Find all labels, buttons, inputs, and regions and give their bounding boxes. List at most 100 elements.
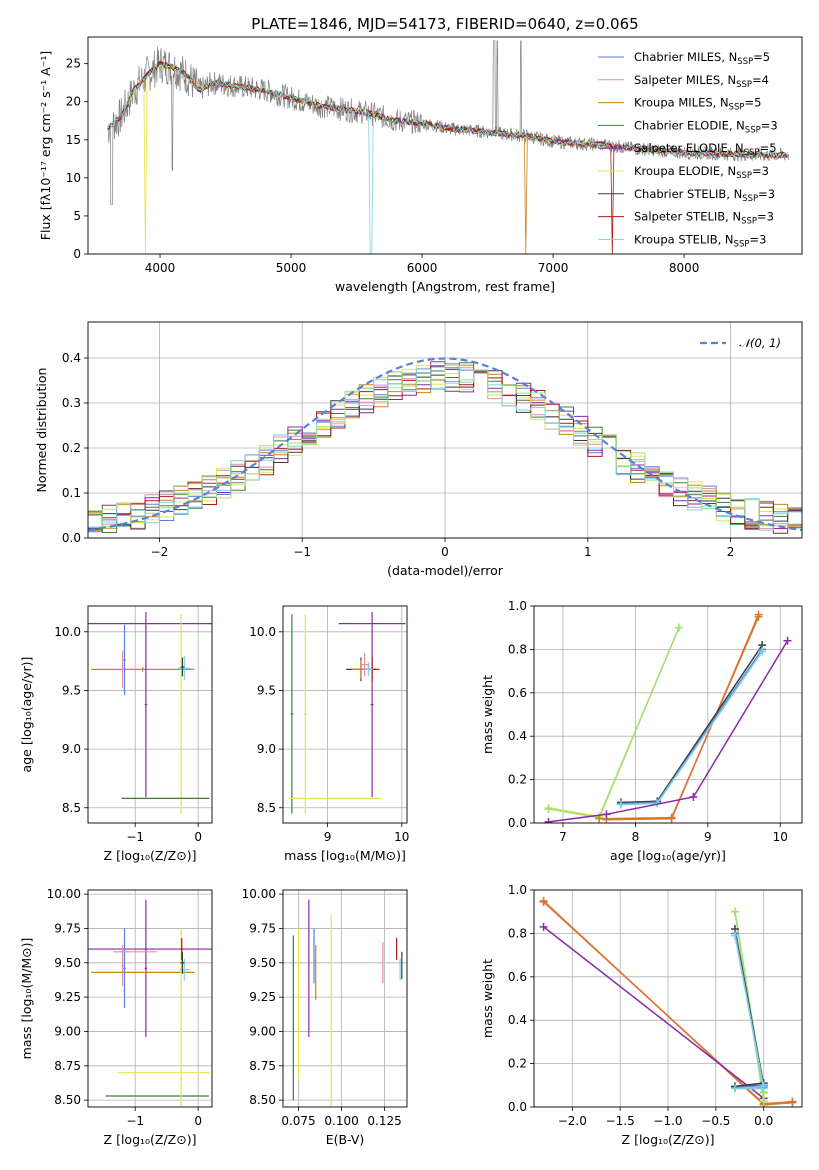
x-tick-label: 2 bbox=[727, 545, 735, 559]
x-axis-label: Z [log₁₀(Z/Z⊙)] bbox=[622, 1132, 715, 1147]
y-tick-label: 1.0 bbox=[508, 883, 527, 897]
y-tick-label: 9.00 bbox=[54, 1024, 81, 1038]
age_vs_mass-grid bbox=[283, 606, 407, 823]
model-spectrum-line bbox=[107, 62, 789, 254]
mass-weight-series-line bbox=[599, 616, 760, 820]
spectrum-panel: 4000 5000 6000 7000 8000 0 5 10 15 20 25 wavelength… bbox=[38, 36, 803, 294]
y-tick-label: 9.75 bbox=[249, 921, 276, 935]
y-tick-label: 9.0 bbox=[257, 742, 276, 756]
mass-weight-series-line bbox=[606, 614, 760, 821]
x-axis-label: E(B-V) bbox=[326, 1132, 365, 1147]
mass-weight-point bbox=[616, 800, 625, 809]
x-tick-label: 0 bbox=[194, 830, 202, 844]
y-tick-label: 25 bbox=[66, 57, 81, 71]
y-tick-label: 15 bbox=[66, 133, 81, 147]
x-tick-label: 5000 bbox=[276, 261, 307, 275]
legend-entry: Chabrier STELIB, NSSP=3 bbox=[634, 187, 775, 204]
mass-weight-point bbox=[602, 810, 611, 819]
mass-weight-series-line bbox=[548, 627, 680, 819]
mass-weight-point bbox=[539, 897, 548, 906]
y-tick-label: 10.00 bbox=[47, 887, 81, 901]
y-tick-label: 0.8 bbox=[508, 926, 527, 940]
mass_vs_ebv-axes-frame bbox=[282, 889, 408, 1108]
mass_weight_vs_Z-plot-area bbox=[539, 896, 797, 1107]
x-axis-label: age [log₁₀(age/yr)] bbox=[610, 848, 726, 863]
mass_vs_ebv-grid bbox=[283, 890, 407, 1107]
mass-weight-point bbox=[758, 647, 767, 656]
x-tick-label: −2.0 bbox=[558, 1114, 587, 1128]
y-tick-label: 0.3 bbox=[62, 396, 81, 410]
y-tick-label: 0.0 bbox=[62, 531, 81, 545]
age_vs_mass-panel: 9 10 8.5 9.0 9.5 10.0 mass [log₁₀(M/M⊙)] bbox=[249, 605, 409, 863]
mass_weight_vs_age-panel: 7 8 9 10 0.0 0.2 0.4 0.6 0.8 1.0 age [log₁₀(age/yr… bbox=[480, 599, 803, 863]
mass-weight-series-line bbox=[620, 648, 763, 805]
y-tick-label: 0.6 bbox=[508, 686, 527, 700]
mass-weight-point bbox=[539, 922, 548, 931]
mass_vs_Z-plot-area bbox=[88, 899, 212, 1107]
y-tick-label: 9.25 bbox=[249, 990, 276, 1004]
mass-weight-point bbox=[731, 931, 739, 940]
mass-weight-point bbox=[759, 1082, 768, 1091]
mass-weight-point bbox=[788, 1097, 797, 1106]
x-tick-label: −1.5 bbox=[606, 1114, 635, 1128]
x-tick-label: 0.075 bbox=[281, 1114, 315, 1128]
x-tick-label: 7000 bbox=[538, 261, 569, 275]
residuals-axes-frame bbox=[87, 321, 803, 539]
x-tick-label: 0.100 bbox=[324, 1114, 358, 1128]
mass-weight-series-line bbox=[548, 640, 789, 823]
mass-weight-series-line bbox=[620, 651, 763, 806]
y-tick-label: 10.0 bbox=[249, 625, 276, 639]
mass-weight-point bbox=[731, 1084, 739, 1093]
x-tick-label: −1 bbox=[293, 545, 311, 559]
y-tick-label: 8.75 bbox=[54, 1059, 81, 1073]
mass-weight-point bbox=[754, 610, 763, 619]
legend-entry: Chabrier MILES, NSSP=5 bbox=[634, 50, 770, 67]
y-axis-label: mass weight bbox=[480, 959, 495, 1038]
mass-weight-series-line bbox=[620, 644, 763, 804]
y-tick-label: 0 bbox=[73, 247, 81, 261]
y-tick-label: 0.8 bbox=[508, 642, 527, 656]
y-tick-label: 0.6 bbox=[508, 970, 527, 984]
mass-weight-series-line bbox=[548, 627, 680, 818]
mass_weight_vs_age-plot-area bbox=[544, 610, 792, 823]
legend-entry: Salpeter ELODIE, NSSP=5 bbox=[634, 141, 777, 158]
mass-weight-point bbox=[731, 907, 739, 916]
mass_vs_ebv-plot-area bbox=[292, 899, 403, 1107]
mass_weight_vs_Z-panel: −2.0 −1.5 −1.0 −0.5 0.0 0.0 0.2 0.4 0.6 0.8 1.0 Z [… bbox=[480, 883, 803, 1147]
y-tick-label: 8.5 bbox=[62, 801, 81, 815]
y-tick-label: 0.4 bbox=[508, 1013, 527, 1027]
y-axis-label: mass [log₁₀(M/M⊙)] bbox=[19, 938, 34, 1060]
x-tick-label: −1 bbox=[126, 1114, 144, 1128]
age_vs_Z-grid bbox=[88, 606, 212, 823]
y-tick-label: 20 bbox=[66, 95, 81, 109]
y-axis-label: age [log₁₀(age/yr)] bbox=[19, 657, 34, 773]
legend-entry: Salpeter MILES, NSSP=4 bbox=[634, 73, 769, 90]
y-tick-label: 0.0 bbox=[508, 816, 527, 830]
y-tick-label: 10.00 bbox=[242, 887, 276, 901]
residual-histogram bbox=[88, 364, 802, 529]
y-tick-label: 1.0 bbox=[508, 599, 527, 613]
x-axis-label: mass [log₁₀(M/M⊙)] bbox=[284, 848, 406, 863]
x-tick-label: 7 bbox=[559, 830, 567, 844]
legend-entry: Kroupa ELODIE, NSSP=3 bbox=[634, 164, 769, 181]
age_vs_mass-plot-area bbox=[288, 611, 406, 814]
legend-entry: Kroupa MILES, NSSP=5 bbox=[634, 96, 761, 113]
y-tick-label: 8.50 bbox=[249, 1093, 276, 1107]
x-tick-label: 8000 bbox=[669, 261, 700, 275]
x-tick-label: 9 bbox=[704, 830, 712, 844]
x-tick-label: 0 bbox=[441, 545, 449, 559]
mass-weight-point bbox=[544, 804, 553, 813]
residual-histogram bbox=[88, 368, 802, 531]
y-tick-label: 9.00 bbox=[249, 1024, 276, 1038]
y-tick-label: 0.1 bbox=[62, 486, 81, 500]
x-axis-label: Z [log₁₀(Z/Z⊙)] bbox=[104, 1132, 197, 1147]
y-tick-label: 0.2 bbox=[508, 1057, 527, 1071]
x-tick-label: −2 bbox=[151, 545, 169, 559]
figure-title: PLATE=1846, MJD=54173, FIBERID=0640, z=0… bbox=[251, 15, 638, 33]
mass_vs_ebv-panel: 0.075 0.100 0.125 8.50 8.75 9.00 9.25 9.50 9.75 1… bbox=[242, 887, 408, 1147]
y-tick-label: 5 bbox=[73, 209, 81, 223]
legend-entry: Kroupa STELIB, NSSP=3 bbox=[634, 232, 766, 249]
mass-weight-series-line bbox=[543, 926, 765, 1099]
mass-weight-series-line bbox=[734, 935, 765, 1090]
